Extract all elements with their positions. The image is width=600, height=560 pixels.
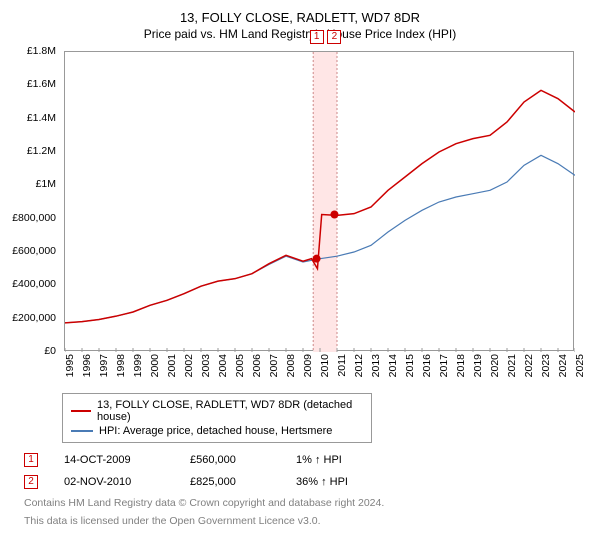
x-tick-label: 2016 [421,354,433,377]
x-tick-label: 2018 [455,354,467,377]
legend-swatch [71,410,91,412]
x-tick-label: 2009 [302,354,314,377]
x-tick-label: 1996 [81,354,93,377]
y-tick-label: £1M [36,178,56,190]
sale-pct: 1% ↑ HPI [296,454,342,466]
chart-title: 13, FOLLY CLOSE, RADLETT, WD7 8DR [18,10,582,25]
x-tick-label: 2006 [251,354,263,377]
x-tick-label: 1998 [115,354,127,377]
x-tick-label: 2021 [506,354,518,377]
legend-item: 13, FOLLY CLOSE, RADLETT, WD7 8DR (detac… [71,398,363,424]
sale-price: £825,000 [190,476,270,488]
x-tick-label: 2007 [268,354,280,377]
x-tick-label: 2014 [387,354,399,377]
sale-date: 02-NOV-2010 [64,476,164,488]
y-tick-label: £1.4M [27,112,56,124]
x-tick-label: 2012 [353,354,365,377]
y-tick-label: £400,000 [12,278,56,290]
y-tick-label: £800,000 [12,212,56,224]
x-tick-label: 2015 [404,354,416,377]
y-tick-label: £200,000 [12,312,56,324]
x-tick-label: 2008 [285,354,297,377]
x-tick-label: 2025 [574,354,586,377]
legend-item: HPI: Average price, detached house, Hert… [71,424,363,438]
x-tick-label: 1999 [132,354,144,377]
footnote-copyright: Contains HM Land Registry data © Crown c… [24,497,582,511]
y-tick-label: £1.8M [27,45,56,57]
legend-label: 13, FOLLY CLOSE, RADLETT, WD7 8DR (detac… [97,399,363,423]
x-tick-label: 2019 [472,354,484,377]
sale-row-marker: 1 [24,453,38,467]
y-tick-label: £0 [44,345,56,357]
x-tick-label: 2001 [166,354,178,377]
y-tick-label: £1.6M [27,78,56,90]
x-tick-label: 2005 [234,354,246,377]
x-tick-label: 1997 [98,354,110,377]
x-tick-label: 2013 [370,354,382,377]
sale-price: £560,000 [190,454,270,466]
footnote-licence: This data is licensed under the Open Gov… [24,515,582,529]
sale-pct: 36% ↑ HPI [296,476,348,488]
legend-label: HPI: Average price, detached house, Hert… [99,425,332,437]
chart-subtitle: Price paid vs. HM Land Registry's House … [18,27,582,41]
sale-marker-2: 2 [327,30,341,44]
legend: 13, FOLLY CLOSE, RADLETT, WD7 8DR (detac… [62,393,372,443]
x-tick-label: 2022 [523,354,535,377]
x-tick-label: 2011 [336,354,348,377]
chart-area: £0£200,000£400,000£600,000£800,000£1M£1.… [18,51,578,391]
sales-table: 1 14-OCT-2009 £560,000 1% ↑ HPI 2 02-NOV-2010… [24,453,582,489]
sale-date: 14-OCT-2009 [64,454,164,466]
sale-point-2 [330,211,338,219]
sale-row: 2 02-NOV-2010 £825,000 36% ↑ HPI [24,475,582,489]
x-tick-label: 2017 [438,354,450,377]
x-tick-label: 2020 [489,354,501,377]
y-axis: £0£200,000£400,000£600,000£800,000£1M£1.… [18,51,62,351]
x-tick-label: 2010 [319,354,331,377]
sale-row-marker: 2 [24,475,38,489]
x-tick-label: 1995 [64,354,76,377]
sale-point-1 [313,255,321,263]
x-tick-label: 2024 [557,354,569,377]
y-tick-label: £1.2M [27,145,56,157]
x-tick-label: 2003 [200,354,212,377]
x-tick-label: 2023 [540,354,552,377]
sale-marker-1: 1 [310,30,324,44]
sale-row: 1 14-OCT-2009 £560,000 1% ↑ HPI [24,453,582,467]
legend-swatch [71,430,93,432]
x-tick-label: 2000 [149,354,161,377]
x-axis: 1995 1996 1997 1998 1999 2000 2001 2002 2003 2004… [64,351,574,391]
x-tick-label: 2002 [183,354,195,377]
x-tick-label: 2004 [217,354,229,377]
plot-area: 12 [64,51,574,351]
y-tick-label: £600,000 [12,245,56,257]
